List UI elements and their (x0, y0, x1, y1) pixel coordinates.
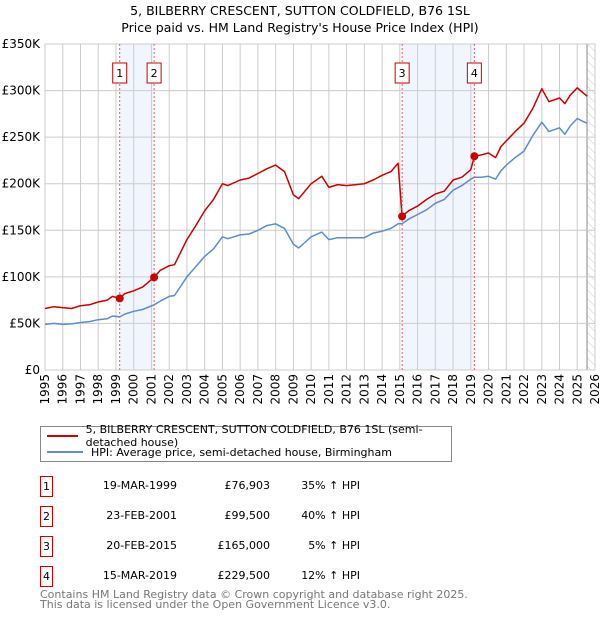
sale-hpi-diff: 40% ↑ HPI (301, 509, 360, 522)
legend-label-hpi: HPI: Average price, semi-detached house,… (91, 445, 392, 459)
sale-label-box (112, 62, 128, 84)
x-tick-label: 2024 (553, 374, 567, 405)
sale-date: 19-MAR-1999 (102, 479, 177, 492)
future-hatch (587, 44, 595, 370)
sale-label: 1 (116, 67, 123, 80)
footer-line-2: This data is licensed under the Open Gov… (40, 598, 391, 611)
x-tick-label: 2008 (269, 374, 283, 405)
x-tick-label: 2023 (535, 374, 549, 405)
x-tick-label: 2016 (411, 374, 425, 405)
x-tick-label: 2009 (286, 374, 300, 405)
sale-date: 23-FEB-2001 (106, 509, 177, 522)
sale-label: 3 (399, 67, 406, 80)
sale-label-box (146, 62, 162, 84)
sale-price: £76,903 (224, 479, 271, 492)
x-tick-label: 2010 (304, 374, 318, 405)
x-tick-label: 2014 (375, 374, 389, 405)
x-tick-label: 2022 (517, 374, 531, 405)
y-tick-label: £0 (25, 363, 40, 377)
legend-item-property: 5, BILBERRY CRESCENT, SUTTON COLDFIELD, … (47, 423, 451, 449)
x-tick-label: 2015 (393, 374, 407, 405)
y-tick-label: £100K (2, 270, 42, 284)
x-tick-label: 2003 (180, 374, 194, 405)
y-tick-label: £250K (2, 130, 42, 144)
legend-swatch-red (47, 435, 78, 437)
legend-label-property: 5, BILBERRY CRESCENT, SUTTON COLDFIELD, … (85, 423, 423, 449)
table-row: 1 19-MAR-1999 £76,903 35% ↑ HPI (40, 476, 440, 498)
sale-date: 15-MAR-2019 (102, 569, 177, 582)
x-tick-label: 1999 (109, 374, 123, 405)
title-line-1: 5, BILBERRY CRESCENT, SUTTON COLDFIELD, … (130, 3, 470, 18)
legend-swatch-blue (47, 451, 83, 453)
sale-number: 4 (40, 566, 53, 587)
property-price-line (44, 87, 588, 310)
sale-hpi-diff: 12% ↑ HPI (301, 569, 360, 582)
table-row: 3 20-FEB-2015 £165,000 5% ↑ HPI (40, 536, 440, 558)
x-tick-label: 2000 (127, 374, 141, 405)
sale-hpi-diff: 5% ↑ HPI (308, 539, 360, 552)
y-tick-label: £350K (2, 37, 42, 51)
sale-label: 2 (151, 67, 158, 80)
table-row: 4 15-MAR-2019 £229,500 12% ↑ HPI (40, 566, 440, 588)
title-line-2: Price paid vs. HM Land Registry's House … (121, 20, 479, 35)
x-tick-label: 2020 (482, 374, 496, 405)
x-tick-label: 2013 (357, 374, 371, 405)
sale-point (150, 273, 159, 282)
sale-point (470, 152, 479, 161)
x-tick-label: 2007 (251, 374, 265, 405)
x-tick-label: 1997 (73, 374, 87, 405)
price-chart: £0 £50K £100K £150K £200K £250K £300K £350K 1995… (2, 37, 600, 405)
sale-label: 4 (471, 67, 478, 80)
x-tick-label: 1998 (91, 374, 105, 405)
sale-point (398, 212, 407, 221)
y-tick-label: £150K (2, 223, 42, 237)
sale-date: 20-FEB-2015 (106, 539, 177, 552)
x-tick-label: 2004 (198, 374, 212, 405)
x-tick-label: 1996 (56, 374, 70, 405)
legend-item-hpi: HPI: Average price, semi-detached house,… (47, 444, 392, 460)
x-tick-label: 2026 (588, 374, 600, 405)
x-tick-label: 2018 (446, 374, 460, 405)
footer-line-1: Contains HM Land Registry data © Crown c… (40, 588, 468, 601)
sale-price: £229,500 (217, 569, 271, 582)
x-tick-label: 2021 (499, 374, 513, 405)
shaded-period (402, 44, 475, 370)
chart-title: 5, BILBERRY CRESCENT, SUTTON COLDFIELD, … (0, 2, 600, 36)
sale-price: £165,000 (217, 539, 271, 552)
x-tick-label: 2012 (340, 374, 354, 405)
sale-price: £99,500 (224, 509, 271, 522)
x-tick-label: 2017 (428, 374, 442, 405)
sale-label-box (394, 62, 410, 84)
hpi-line (44, 117, 588, 326)
y-tick-label: £300K (2, 84, 42, 98)
x-tick-label: 2001 (144, 374, 158, 405)
x-tick-label: 1995 (38, 374, 52, 405)
x-tick-label: 2019 (464, 374, 478, 405)
x-tick-label: 2005 (215, 374, 229, 405)
shaded-period (119, 44, 155, 370)
sale-point (115, 294, 124, 303)
x-tick-label: 2006 (233, 374, 247, 405)
sale-label-box (466, 62, 482, 84)
chart-legend: 5, BILBERRY CRESCENT, SUTTON COLDFIELD, … (40, 423, 452, 462)
sale-hpi-diff: 35% ↑ HPI (301, 479, 360, 492)
sale-number: 3 (40, 536, 53, 557)
x-tick-label: 2025 (570, 374, 584, 405)
x-tick-label: 2011 (322, 374, 336, 405)
sale-number: 2 (40, 506, 53, 527)
y-tick-label: £50K (9, 316, 41, 330)
x-tick-label: 2002 (162, 374, 176, 405)
y-tick-label: £200K (2, 177, 42, 191)
footer-attribution: Contains HM Land Registry data © Crown c… (40, 588, 468, 611)
sale-number: 1 (40, 476, 53, 497)
table-row: 2 23-FEB-2001 £99,500 40% ↑ HPI (40, 506, 440, 528)
